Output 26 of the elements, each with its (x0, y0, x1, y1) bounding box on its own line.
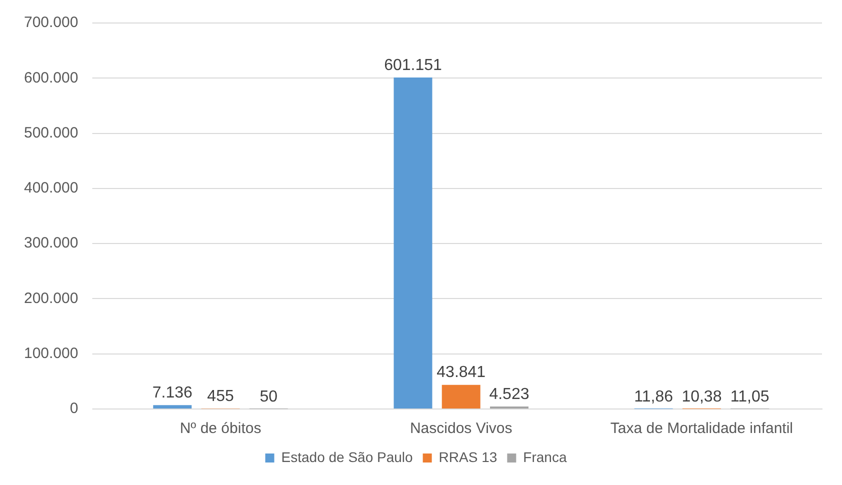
data-label: 11,05 (730, 388, 770, 406)
data-label: 43.841 (436, 364, 486, 382)
y-tick-label: 200.000 (24, 290, 78, 307)
y-tick-label: 500.000 (24, 124, 78, 142)
y-tick-label: 0 (70, 400, 78, 418)
bar (153, 405, 192, 408)
bar (394, 78, 432, 408)
x-tick-label: Nº de óbitos (180, 420, 262, 438)
y-tick-label: 700.000 (24, 14, 78, 32)
bar (442, 384, 480, 408)
y-tick-label: 300.000 (24, 234, 78, 252)
x-tick-label: Nascidos Vivos (410, 420, 512, 438)
data-label: 50 (260, 388, 278, 406)
data-label: 11,86 (634, 388, 674, 406)
data-label: 455 (207, 388, 234, 406)
legend-label: Franca (523, 448, 567, 465)
data-label: 601.151 (384, 56, 442, 74)
legend-label: RRAS 13 (438, 448, 498, 465)
y-tick-label: 100.000 (24, 345, 78, 362)
legend-label: Estado de São Paulo (281, 448, 414, 465)
x-tick-label: Taxa de Mortalidade infantil (610, 420, 794, 438)
y-tick-label: 400.000 (24, 180, 78, 197)
data-label: 7.136 (152, 384, 193, 402)
y-tick-label: 600.000 (24, 69, 78, 86)
data-label: 4.523 (489, 386, 530, 403)
data-label: 10,38 (682, 388, 722, 406)
